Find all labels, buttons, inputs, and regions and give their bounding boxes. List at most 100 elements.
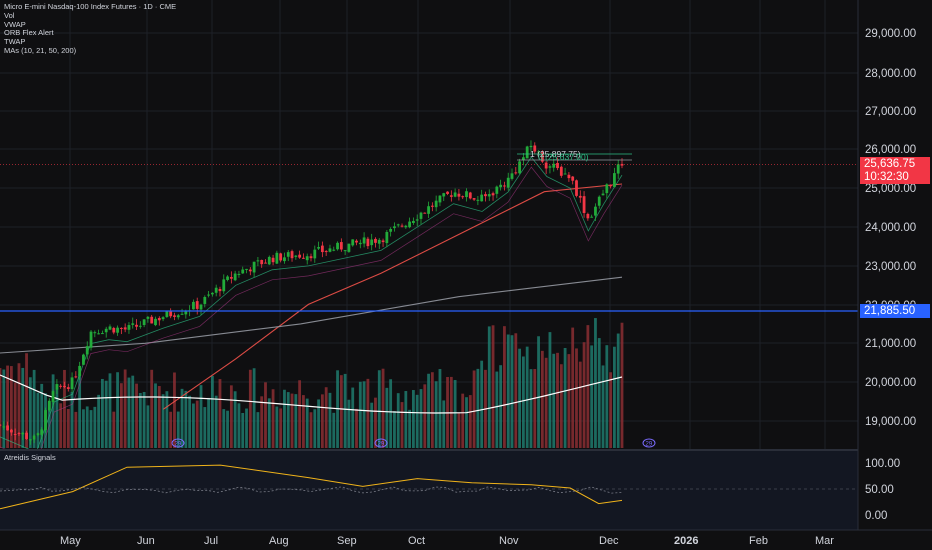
volume-bar [389, 379, 393, 448]
candle-body [567, 174, 571, 179]
candle-body [472, 198, 476, 200]
indicator-vwap[interactable]: VWAP [4, 19, 26, 29]
candle-body [476, 199, 480, 201]
volume-bar [309, 412, 313, 448]
volume-bar [605, 345, 609, 448]
volume-bar [362, 381, 366, 448]
price-label: 24,000.00 [865, 222, 916, 234]
volume-bar [510, 335, 514, 448]
volume-bar [370, 402, 374, 448]
candle-body [256, 260, 260, 262]
volume-bar [146, 405, 150, 448]
volume-bar [586, 325, 590, 448]
candle-body [320, 245, 324, 253]
volume-bar [355, 408, 358, 448]
volume-bar [36, 392, 40, 448]
volume-bar [176, 411, 180, 448]
candle-body [192, 301, 195, 310]
volume-bar [51, 374, 55, 448]
candle-body [381, 240, 385, 243]
price-label: 29,000.00 [865, 28, 916, 40]
volume-bar [487, 326, 491, 448]
volume-bar [423, 384, 427, 448]
volume-bar [430, 372, 434, 448]
volume-bars [0, 318, 624, 448]
fib-annotation[interactable]: 1 (25,897.75) 0 (25,637.00) [517, 149, 632, 162]
candle-body [446, 191, 449, 194]
volume-bar [203, 407, 207, 448]
volume-bar [165, 391, 169, 448]
indicator-vol[interactable]: Vol [4, 10, 15, 20]
time-axis[interactable]: May Jun Jul Aug Sep Oct Nov Dec 2026 Feb… [60, 535, 834, 547]
candle-body [9, 429, 13, 433]
volume-bar [241, 412, 245, 448]
candle-body [226, 276, 229, 280]
price-scale[interactable]: 29,000.00 28,000.00 27,000.00 26,000.00 … [865, 28, 916, 428]
candle-body [275, 252, 279, 264]
event-markers[interactable]: 29 29 29 [171, 438, 656, 448]
event-marker-3[interactable]: 29 [646, 442, 653, 448]
oscillator-title[interactable]: Atreidis Signals [4, 453, 56, 462]
volume-bar [101, 378, 104, 448]
candle-body [339, 242, 343, 250]
candle-body [112, 327, 116, 333]
candle-body [286, 252, 290, 257]
volume-bar [313, 409, 317, 448]
volume-bar [491, 325, 495, 448]
candle-body [44, 410, 47, 431]
candle-body [571, 176, 575, 181]
volume-bar [533, 369, 537, 448]
volume-bar [6, 365, 9, 448]
volume-bar [150, 369, 154, 448]
candle-body [294, 255, 298, 257]
time-label: May [60, 535, 81, 547]
candle-body [267, 256, 271, 265]
indicator-mas[interactable]: MAs (10, 21, 50, 200) [4, 45, 77, 55]
candlesticks [0, 140, 624, 445]
candle-body [419, 212, 423, 219]
candle-body [283, 257, 286, 262]
volume-bar [396, 393, 400, 448]
candle-body [78, 365, 82, 377]
candle-body [332, 249, 336, 251]
candle-body [495, 186, 499, 194]
indicator-orb[interactable]: ORB Flex Alert [4, 28, 54, 38]
candle-body [142, 319, 146, 326]
event-marker-2[interactable]: 29 [378, 442, 385, 448]
candle-body [457, 193, 461, 197]
volume-bar [286, 392, 290, 448]
candle-body [480, 194, 484, 202]
candle-body [210, 292, 214, 295]
candle-body [506, 177, 510, 188]
candle-body [40, 429, 44, 435]
symbol-title[interactable]: Micro E-mini Nasdaq-100 Index Futures · … [4, 2, 177, 11]
volume-bar [537, 336, 540, 448]
indicator-twap[interactable]: TWAP [4, 37, 26, 47]
volume-bar [347, 399, 351, 448]
candle-body [430, 205, 434, 207]
volume-bar [339, 375, 343, 448]
candle-body [36, 433, 40, 436]
volume-bar [290, 393, 294, 448]
candle-body [13, 434, 17, 436]
volume-bar [518, 348, 521, 448]
candle-body [484, 194, 487, 197]
volume-bar [613, 346, 616, 448]
candle-body [195, 301, 199, 309]
event-marker-1[interactable]: 29 [175, 442, 182, 448]
ma-line [0, 276, 623, 354]
candle-body [613, 173, 616, 188]
volume-bar [616, 333, 620, 448]
candle-body [169, 311, 173, 317]
candle-body [123, 327, 127, 330]
candle-body [180, 313, 184, 315]
candle-body [544, 162, 548, 169]
candle-body [412, 220, 415, 224]
time-label: Dec [599, 535, 619, 547]
candle-body [616, 164, 620, 174]
volume-bar [199, 385, 203, 448]
candle-body [597, 196, 601, 206]
candle-body [176, 315, 180, 318]
candle-body [556, 163, 559, 169]
